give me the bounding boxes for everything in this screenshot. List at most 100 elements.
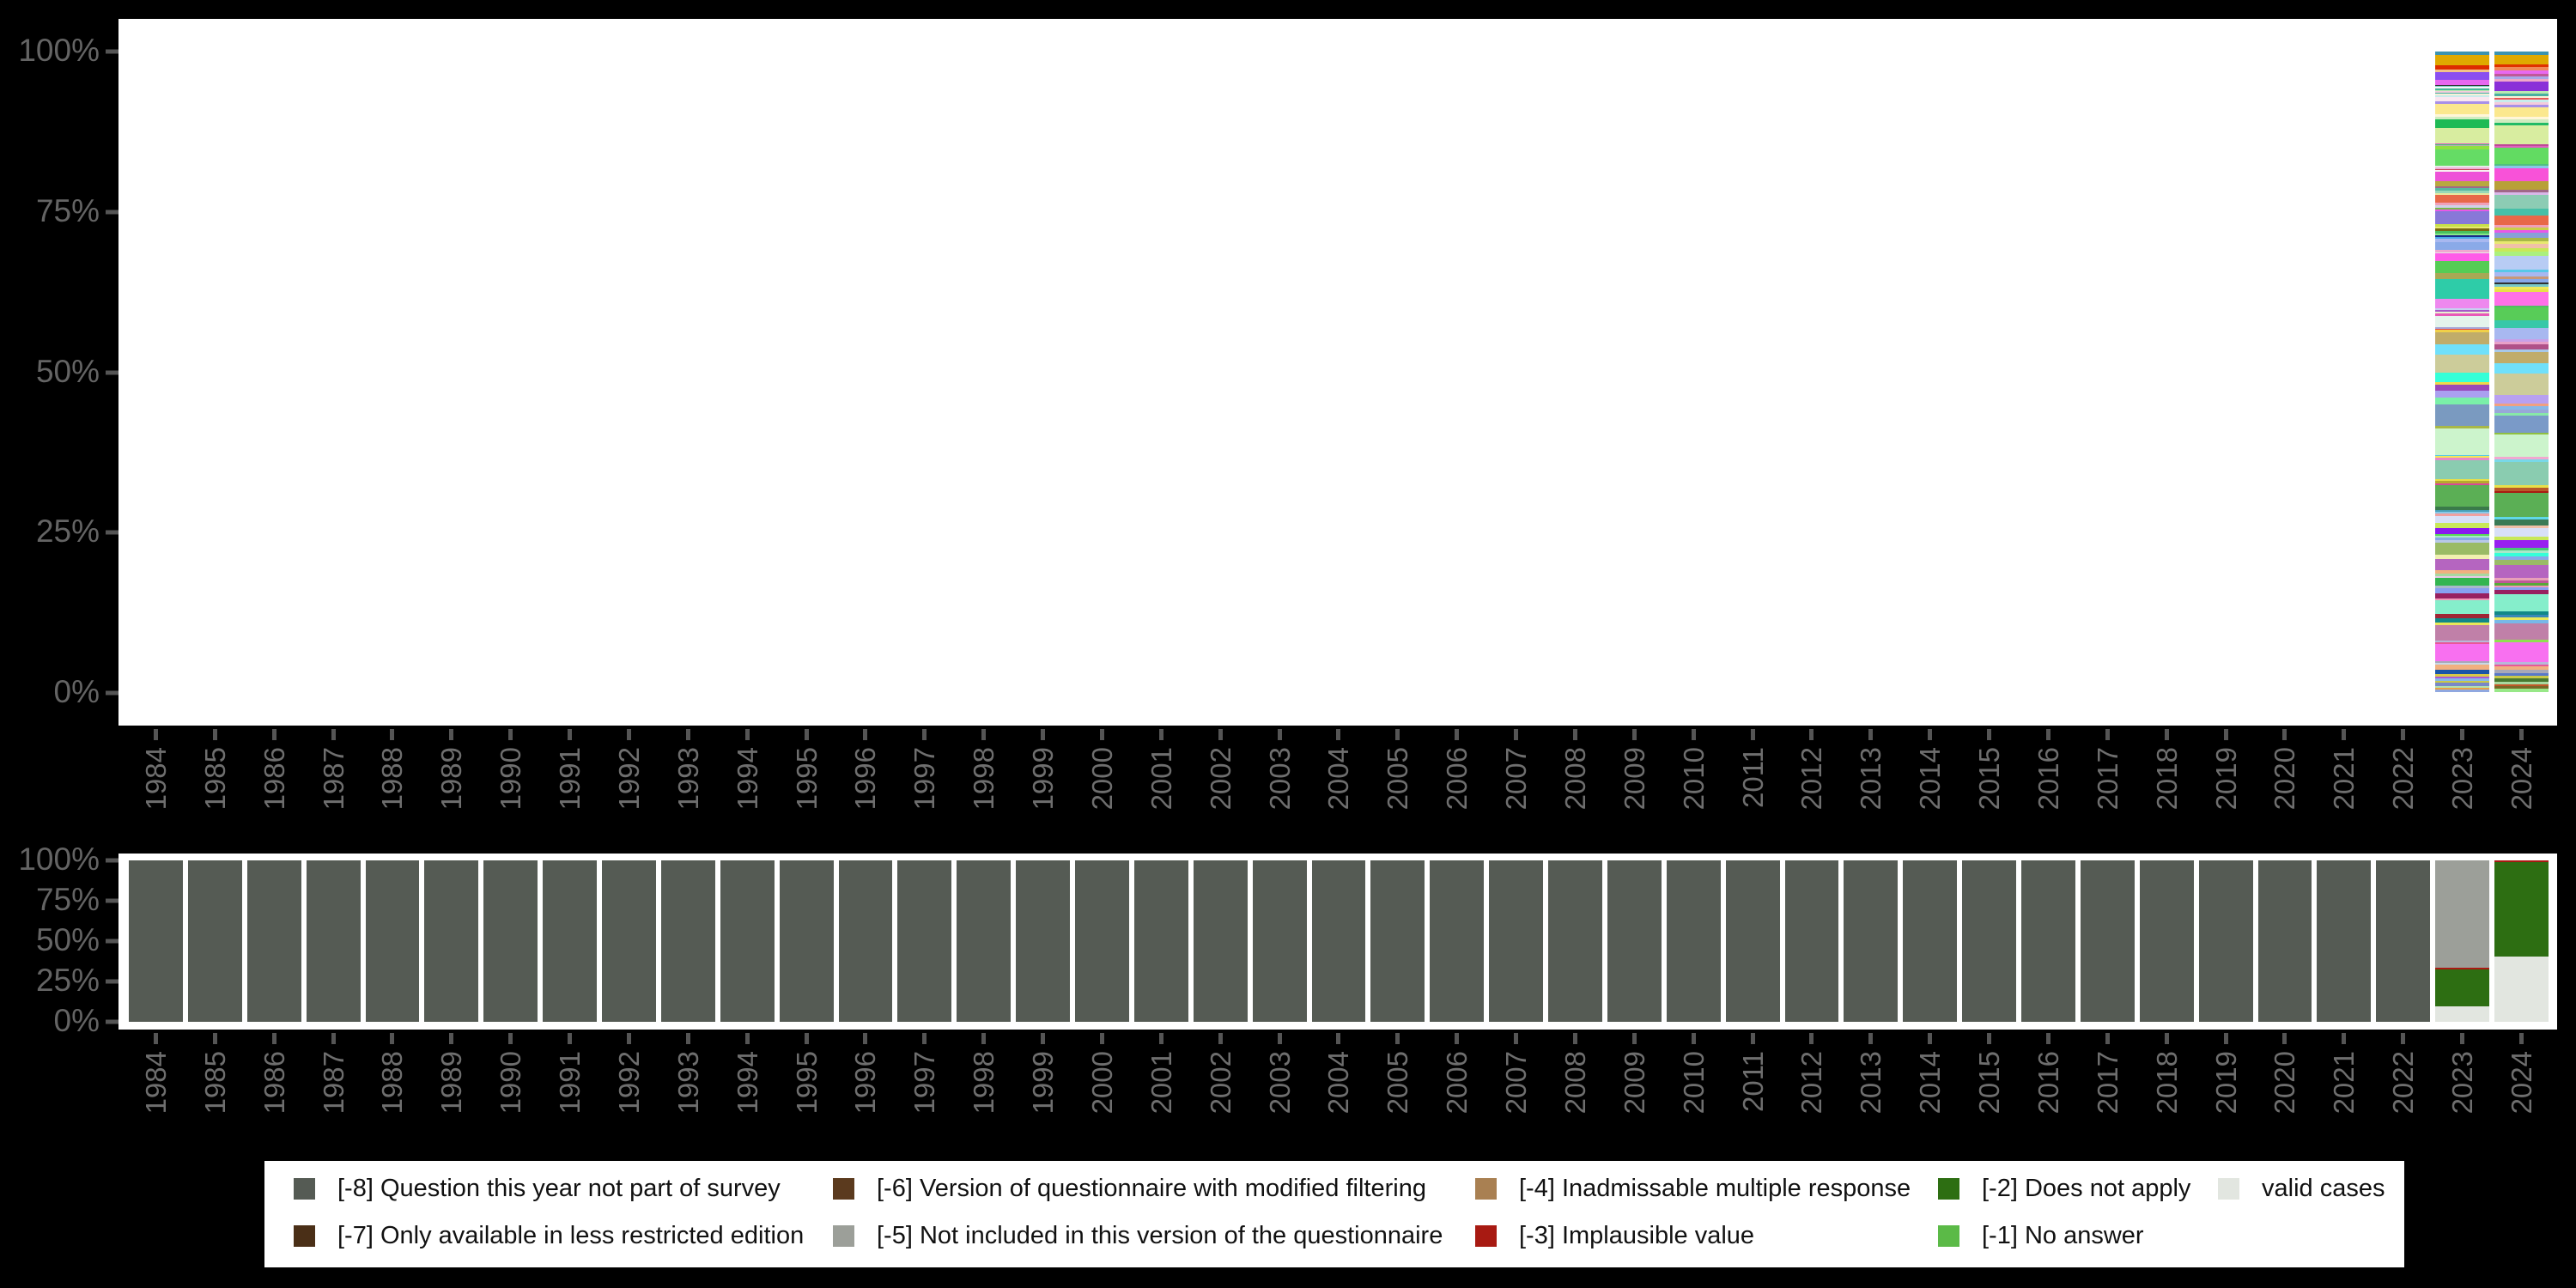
- missing-bar-1985[interactable]: [187, 860, 242, 1022]
- legend-swatch: [294, 1224, 315, 1247]
- missing-bar-1998[interactable]: [957, 860, 1012, 1022]
- missing-bar-2008[interactable]: [1548, 860, 1602, 1022]
- detail-segment: [2494, 119, 2549, 123]
- missing-bar-2022[interactable]: [2376, 860, 2431, 1022]
- x-axis-tick: [212, 729, 217, 740]
- x-axis-year-label: 2013: [1855, 747, 1887, 811]
- legend-item--1[interactable]: [-1] No answer: [1938, 1223, 2144, 1249]
- missing-bar-1989[interactable]: [424, 860, 479, 1022]
- missing-bar-2015[interactable]: [1962, 860, 2016, 1022]
- legend-item--2[interactable]: [-2] Does not apply: [1938, 1176, 2190, 1201]
- missing-bar-1986[interactable]: [246, 860, 301, 1022]
- detail-segment: [2435, 385, 2489, 392]
- detail-bar-2021: [2317, 52, 2371, 693]
- missing-bar-1991[interactable]: [543, 860, 597, 1022]
- x-tick-2013: 2013: [1844, 729, 1898, 810]
- detail-bar-2024[interactable]: [2494, 52, 2549, 693]
- x-axis-tick: [744, 1033, 750, 1044]
- legend-swatch: [1938, 1224, 1959, 1247]
- detail-bar-1991: [543, 52, 597, 693]
- legend-item--4[interactable]: [-4] Inadmissable multiple response: [1475, 1176, 1911, 1201]
- legend-swatch: [1938, 1177, 1959, 1200]
- missing-bar-1988[interactable]: [365, 860, 420, 1022]
- x-tick-1999: 1999: [1016, 1033, 1070, 1114]
- detail-bar-2006: [1430, 52, 1484, 693]
- missing-segment: [1016, 860, 1070, 1022]
- missing-bar-2024[interactable]: [2494, 860, 2549, 1022]
- detail-segment: [2494, 255, 2549, 270]
- missing-bar-1997[interactable]: [897, 860, 952, 1022]
- missing-bar-2018[interactable]: [2139, 860, 2194, 1022]
- detail-segment: [2494, 677, 2549, 682]
- missing-bar-1992[interactable]: [602, 860, 656, 1022]
- detail-segment: [2435, 145, 2489, 147]
- missing-bar-2003[interactable]: [1252, 860, 1307, 1022]
- missing-bar-2009[interactable]: [1607, 860, 1662, 1022]
- detail-segment: [2435, 483, 2489, 485]
- x-tick-1989: 1989: [424, 1033, 478, 1114]
- detail-segment: [2494, 209, 2549, 216]
- legend-item--3[interactable]: [-3] Implausible value: [1475, 1223, 1754, 1249]
- missing-bar-2006[interactable]: [1430, 860, 1485, 1022]
- legend-item--6[interactable]: [-6] Version of questionnaire with modif…: [833, 1176, 1426, 1201]
- missing-segment: [1666, 860, 1721, 1022]
- missing-segment: [2435, 969, 2489, 1006]
- detail-segment: [2435, 171, 2489, 182]
- x-axis-tick: [390, 729, 395, 740]
- detail-segment: [2435, 92, 2489, 94]
- legend-item--7[interactable]: [-7] Only available in less restricted e…: [294, 1223, 804, 1249]
- x-axis-year-label: 2003: [1263, 747, 1296, 811]
- missing-bar-2023[interactable]: [2435, 860, 2489, 1022]
- missing-bar-1984[interactable]: [129, 860, 183, 1022]
- detail-bar-2023[interactable]: [2435, 52, 2489, 693]
- missing-bar-2007[interactable]: [1489, 860, 1543, 1022]
- missing-bar-2014[interactable]: [1903, 860, 1958, 1022]
- missing-bar-2011[interactable]: [1725, 860, 1780, 1022]
- detail-segment: [2494, 580, 2549, 583]
- x-axis-tick: [2045, 729, 2050, 740]
- y-axis-tick: [106, 858, 118, 863]
- detail-segment: [2435, 242, 2489, 251]
- missing-bar-1994[interactable]: [720, 860, 775, 1022]
- missing-bar-2012[interactable]: [1784, 860, 1839, 1022]
- missing-bar-2021[interactable]: [2317, 860, 2372, 1022]
- missing-bar-2002[interactable]: [1193, 860, 1248, 1022]
- missing-bar-2001[interactable]: [1133, 860, 1188, 1022]
- x-axis-tick: [2164, 1033, 2169, 1044]
- missing-bar-2004[interactable]: [1311, 860, 1366, 1022]
- x-axis-tick: [863, 1033, 868, 1044]
- detail-segment: [2494, 283, 2549, 287]
- x-tick-2006: 2006: [1430, 729, 1484, 810]
- missing-bar-2019[interactable]: [2198, 860, 2253, 1022]
- detail-segment: [2435, 273, 2489, 280]
- x-tick-2020: 2020: [2258, 1033, 2312, 1114]
- missing-bar-1999[interactable]: [1016, 860, 1070, 1022]
- missing-bar-2005[interactable]: [1370, 860, 1425, 1022]
- missing-bar-2013[interactable]: [1844, 860, 1899, 1022]
- missing-bar-1995[interactable]: [779, 860, 834, 1022]
- missing-bar-2020[interactable]: [2257, 860, 2312, 1022]
- missing-segment: [1548, 860, 1602, 1022]
- missing-bar-1987[interactable]: [306, 860, 361, 1022]
- x-axis-tick: [804, 1033, 809, 1044]
- detail-segment: [2494, 623, 2549, 641]
- detail-segment: [2435, 593, 2489, 598]
- legend-item-valid[interactable]: valid cases: [2218, 1176, 2385, 1201]
- missing-bar-2000[interactable]: [1075, 860, 1129, 1022]
- legend-item--5[interactable]: [-5] Not included in this version of the…: [833, 1223, 1443, 1249]
- x-tick-1993: 1993: [661, 729, 715, 810]
- missing-bar-2010[interactable]: [1666, 860, 1721, 1022]
- x-axis-year-label: 2022: [2387, 1051, 2420, 1115]
- x-tick-2024: 2024: [2494, 729, 2549, 810]
- x-tick-2001: 2001: [1134, 729, 1188, 810]
- missing-bar-2016[interactable]: [2021, 860, 2075, 1022]
- x-tick-2015: 2015: [1962, 1033, 2016, 1114]
- missing-bar-2017[interactable]: [2080, 860, 2135, 1022]
- legend-item--8[interactable]: [-8] Question this year not part of surv…: [294, 1176, 781, 1201]
- missing-bar-1996[interactable]: [838, 860, 893, 1022]
- detail-segment: [2494, 577, 2549, 580]
- missing-bar-1990[interactable]: [483, 860, 538, 1022]
- missing-bar-1993[interactable]: [660, 860, 715, 1022]
- x-axis-tick: [1158, 729, 1163, 740]
- x-tick-1990: 1990: [483, 1033, 538, 1114]
